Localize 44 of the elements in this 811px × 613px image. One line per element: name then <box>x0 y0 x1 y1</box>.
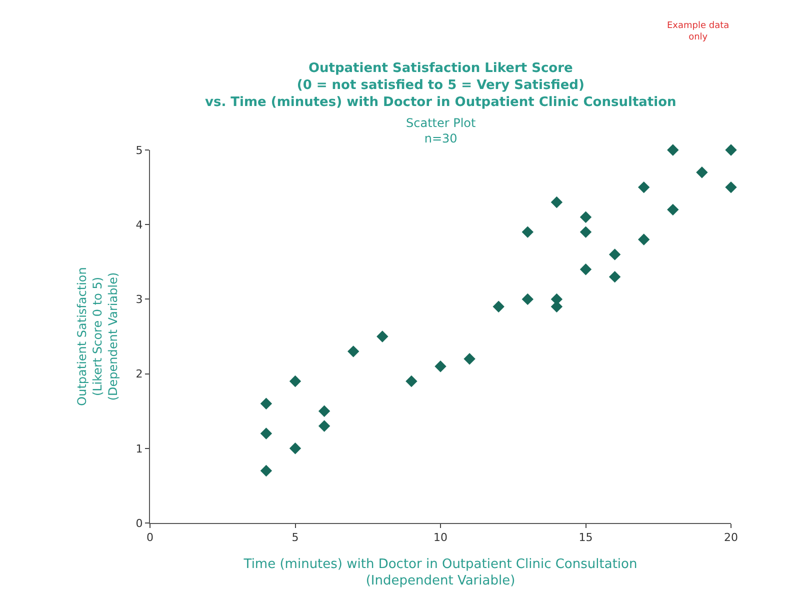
text: Example data only <box>667 21 730 43</box>
x-tick-label: 15 <box>578 531 593 544</box>
chart-title: Outpatient Satisfaction Likert Score (0 = not satisfied to 5 = Very Satisfied) vs. Time (minutes) with Doctor in Outpatient Clinic Consultation <box>205 61 676 110</box>
x-tick-label: 20 <box>724 531 738 544</box>
x-tick-label: 10 <box>434 531 448 544</box>
point <box>289 442 302 454</box>
y-tick-label: 0 <box>136 516 143 530</box>
y-tick-label: 5 <box>136 144 143 157</box>
point <box>434 360 446 372</box>
y-tick-label: 4 <box>136 218 143 232</box>
point <box>667 204 679 216</box>
point <box>522 226 534 238</box>
y-axis-title: Outpatient Satisfaction (Likert Score 0 to 5) (Dependent Variable) <box>74 267 120 406</box>
x-tick-label: 5 <box>292 531 299 544</box>
point <box>580 226 592 238</box>
point <box>608 248 621 260</box>
point <box>260 464 272 477</box>
point <box>580 264 592 276</box>
point <box>348 346 360 358</box>
point <box>696 166 708 178</box>
point <box>318 405 330 417</box>
chart-subtitle: Scatter Plot n=30 <box>406 116 476 146</box>
y-tick-label: 1 <box>136 442 143 456</box>
point <box>492 300 504 313</box>
x-axis-title: Time (minutes) with Doctor in Outpatient Clinic Consultation (Independent Variable) <box>242 556 638 589</box>
x-tick-label: 0 <box>146 531 154 544</box>
point <box>376 330 388 342</box>
point <box>289 375 302 388</box>
point <box>260 398 272 410</box>
point <box>580 211 592 223</box>
point <box>725 144 737 156</box>
point <box>522 293 534 306</box>
point <box>318 420 330 432</box>
point <box>464 353 476 365</box>
point <box>667 144 679 156</box>
y-tick-label: 3 <box>136 293 143 306</box>
point <box>725 181 737 194</box>
point <box>550 196 563 208</box>
point <box>260 428 272 440</box>
point <box>608 270 621 283</box>
y-tick-label: 2 <box>136 368 143 381</box>
point <box>406 375 418 388</box>
point <box>638 234 650 246</box>
point <box>638 181 650 194</box>
